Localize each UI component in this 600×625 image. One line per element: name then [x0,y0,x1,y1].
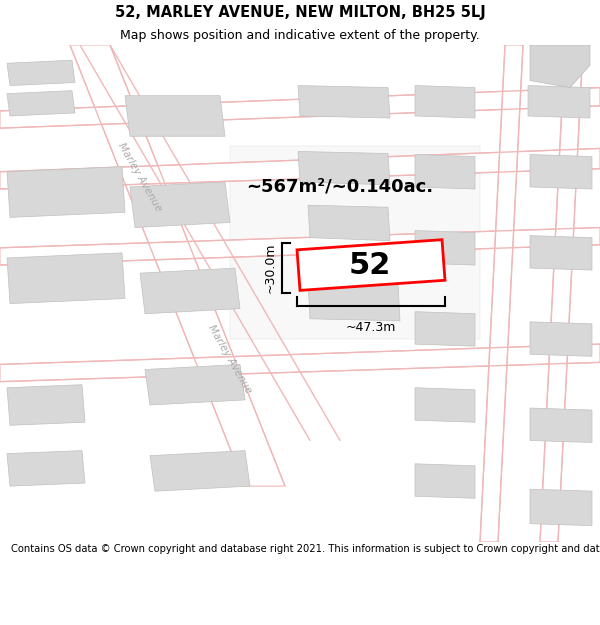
Polygon shape [145,364,245,405]
Polygon shape [230,146,480,339]
Polygon shape [308,281,400,321]
Text: 52, MARLEY AVENUE, NEW MILTON, BH25 5LJ: 52, MARLEY AVENUE, NEW MILTON, BH25 5LJ [115,5,485,20]
Polygon shape [7,167,125,217]
Polygon shape [415,464,475,498]
Polygon shape [150,451,250,491]
Polygon shape [0,344,600,382]
Polygon shape [415,154,475,189]
Text: ~47.3m: ~47.3m [346,321,396,334]
Polygon shape [298,86,390,118]
Polygon shape [530,154,592,189]
Polygon shape [7,60,75,86]
Polygon shape [0,88,600,128]
Polygon shape [530,408,592,442]
Polygon shape [530,236,592,270]
Polygon shape [298,151,390,185]
Polygon shape [528,86,590,118]
Polygon shape [130,182,230,228]
Polygon shape [415,86,475,118]
Polygon shape [415,231,475,265]
Text: Contains OS data © Crown copyright and database right 2021. This information is : Contains OS data © Crown copyright and d… [11,544,600,554]
Polygon shape [7,451,85,486]
Text: Marley Avenue: Marley Avenue [116,141,164,213]
Polygon shape [125,96,225,136]
Text: Marley Avenue: Marley Avenue [206,323,254,396]
Polygon shape [70,45,285,486]
Polygon shape [7,91,75,116]
Polygon shape [0,148,600,189]
Polygon shape [480,45,523,542]
Polygon shape [297,240,445,291]
Polygon shape [415,312,475,346]
Text: ~30.0m: ~30.0m [264,243,277,293]
Polygon shape [415,388,475,422]
Polygon shape [530,489,592,526]
Polygon shape [530,45,590,88]
Polygon shape [7,253,125,304]
Text: Map shows position and indicative extent of the property.: Map shows position and indicative extent… [120,29,480,42]
Text: ~567m²/~0.140ac.: ~567m²/~0.140ac. [247,178,434,196]
Polygon shape [0,228,600,265]
Polygon shape [308,205,390,241]
Text: 52: 52 [349,251,391,279]
Polygon shape [140,268,240,314]
Polygon shape [7,385,85,425]
Polygon shape [530,322,592,356]
Polygon shape [540,45,583,542]
